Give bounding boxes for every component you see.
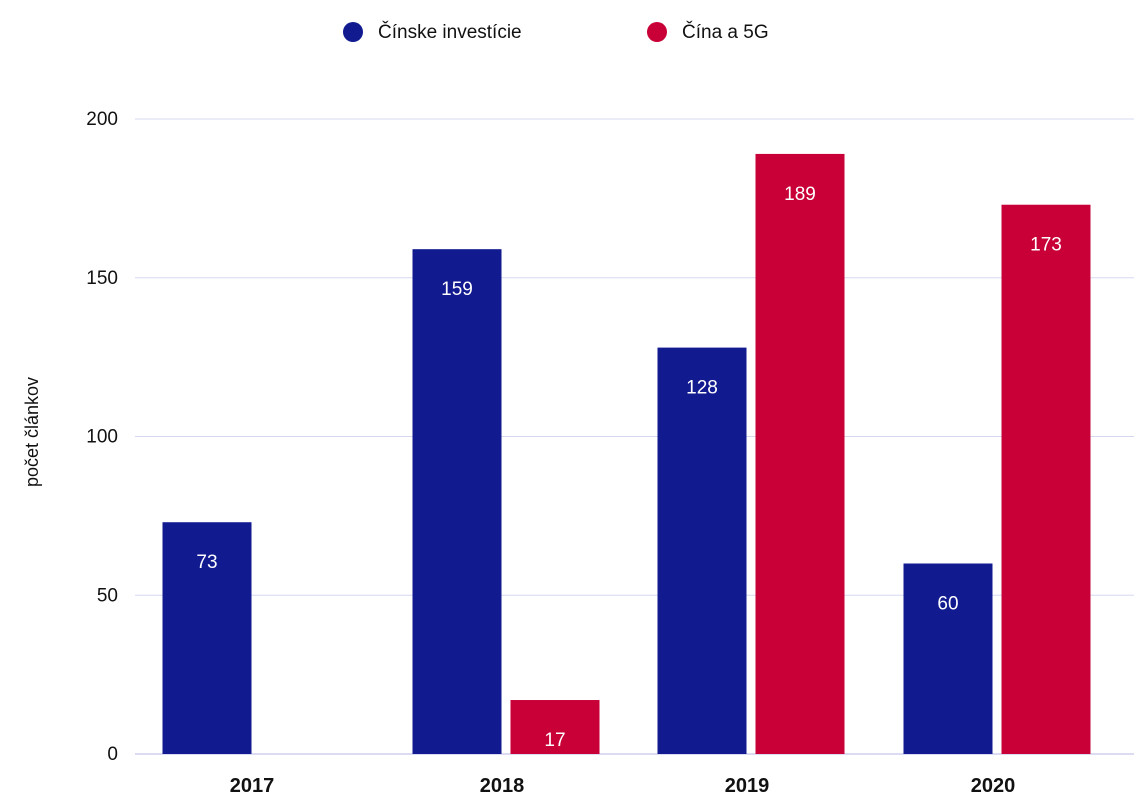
bar — [903, 563, 993, 754]
legend-marker — [647, 22, 667, 42]
bar — [755, 153, 845, 755]
legend-label: Čína a 5G — [682, 21, 769, 43]
bar — [510, 700, 600, 754]
x-tick-label: 2018 — [480, 775, 525, 797]
bar — [1001, 204, 1091, 755]
bar-value-label: 73 — [196, 552, 217, 573]
y-tick-label: 150 — [86, 268, 118, 289]
bar-value-label: 189 — [784, 184, 816, 205]
bars: 73 159 128 60 17 189 173 — [162, 153, 1091, 755]
legend-item: Čína a 5G — [647, 21, 769, 43]
y-tick-label: 50 — [97, 585, 118, 606]
bar — [657, 347, 747, 754]
legend: Čínske investície Čína a 5G — [343, 21, 769, 43]
legend-marker — [343, 22, 363, 42]
y-tick-label: 100 — [86, 427, 118, 448]
legend-label: Čínske investície — [378, 21, 522, 43]
y-tick-label: 200 — [86, 109, 118, 130]
x-tick-label: 2020 — [971, 775, 1016, 797]
bar — [412, 249, 502, 755]
x-tick-label: 2019 — [725, 775, 770, 797]
bar-value-label: 159 — [441, 279, 473, 300]
bar-value-label: 173 — [1030, 235, 1062, 256]
bar — [162, 522, 252, 754]
x-tick-label: 2017 — [230, 775, 275, 797]
bar-value-label: 128 — [686, 378, 718, 399]
bar-value-label: 17 — [544, 730, 565, 751]
bar-value-label: 60 — [937, 594, 958, 615]
legend-item: Čínske investície — [343, 21, 522, 43]
x-axis-ticks: 2017 2018 2019 2020 — [230, 775, 1016, 797]
y-tick-label: 0 — [107, 744, 118, 765]
y-axis-label: počet článkov — [22, 377, 42, 487]
y-axis-ticks: 0 50 100 150 200 — [86, 109, 118, 765]
